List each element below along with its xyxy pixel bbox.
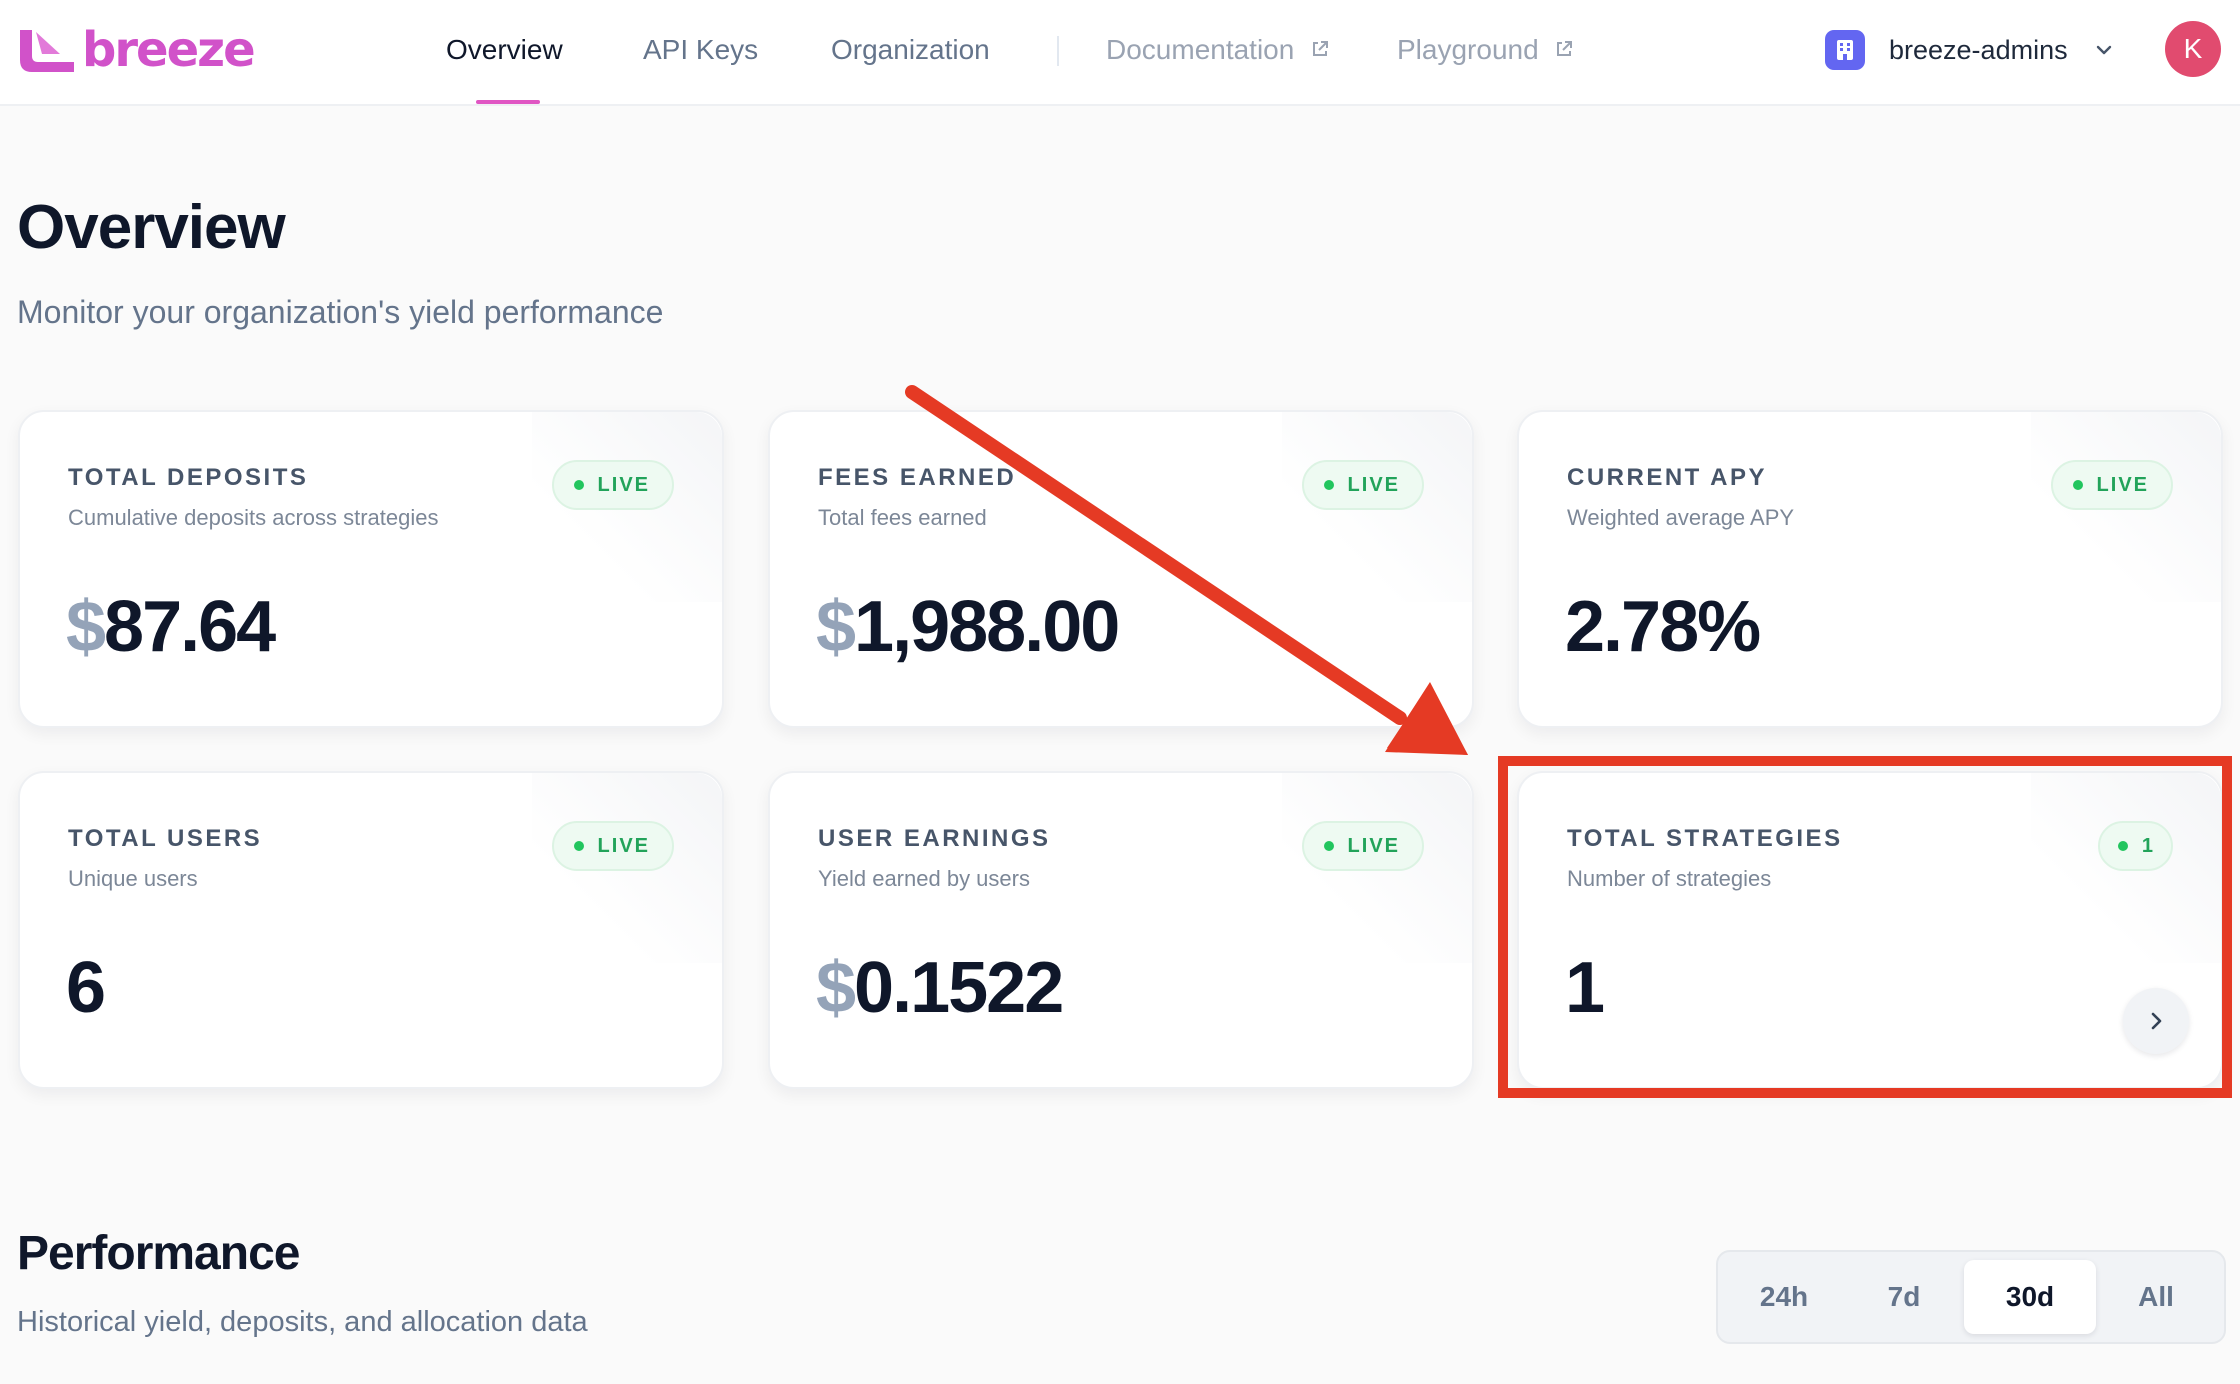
card-label: TOTAL USERS bbox=[68, 825, 263, 852]
nav-overview[interactable]: Overview bbox=[446, 34, 563, 65]
currency-symbol: $ bbox=[816, 587, 856, 667]
time-range-selector: 24h 7d 30d All bbox=[1716, 1250, 2226, 1344]
performance-title: Performance bbox=[17, 1227, 300, 1280]
stat-card-total-deposits: TOTAL DEPOSITS LIVE Cumulative deposits … bbox=[18, 410, 724, 728]
nav-documentation-label: Documentation bbox=[1106, 34, 1295, 65]
card-description: Yield earned by users bbox=[818, 866, 1030, 891]
page-title: Overview bbox=[17, 193, 286, 262]
card-label: USER EARNINGS bbox=[818, 825, 1051, 852]
breeze-logo-icon bbox=[20, 30, 74, 72]
currency-symbol: $ bbox=[816, 948, 856, 1028]
stat-card-current-apy: CURRENT APY LIVE Weighted average APY 2.… bbox=[1517, 410, 2223, 728]
live-dot-icon bbox=[1323, 480, 1334, 490]
card-label: TOTAL STRATEGIES bbox=[1567, 825, 1843, 852]
nav-playground-label: Playground bbox=[1397, 34, 1539, 65]
live-dot-icon bbox=[2072, 480, 2083, 490]
nav-organization[interactable]: Organization bbox=[831, 34, 990, 65]
badge-text: LIVE bbox=[597, 473, 650, 496]
building-icon[interactable] bbox=[1825, 30, 1865, 70]
card-value-number: 6 bbox=[66, 948, 106, 1028]
live-dot-icon bbox=[573, 480, 584, 490]
nav-playground[interactable]: Playground bbox=[1397, 28, 1574, 72]
building-glyph bbox=[1837, 40, 1853, 60]
stat-card-total-strategies[interactable]: TOTAL STRATEGIES 1 Number of strategies … bbox=[1517, 771, 2223, 1089]
card-value: $1,988.00 bbox=[816, 582, 1120, 672]
range-all-button[interactable]: All bbox=[2138, 1281, 2174, 1312]
top-navigation-bar: breeze Overview API Keys Organization Do… bbox=[0, 0, 2240, 106]
strategies-detail-button[interactable] bbox=[2123, 988, 2189, 1054]
card-value-number: 87.64 bbox=[104, 587, 276, 667]
card-description: Cumulative deposits across strategies bbox=[68, 505, 439, 530]
card-value-number: 1,988.00 bbox=[854, 587, 1120, 667]
card-value-number: 1 bbox=[1565, 948, 1605, 1028]
chevron-right-icon bbox=[2151, 1012, 2162, 1030]
card-description: Number of strategies bbox=[1567, 866, 1772, 891]
live-badge: LIVE bbox=[2050, 460, 2173, 510]
card-value-number: 2.78% bbox=[1565, 587, 1761, 667]
range-30d-button[interactable]: 30d bbox=[1964, 1260, 2096, 1334]
chevron-down-icon[interactable] bbox=[2094, 40, 2114, 60]
stat-card-total-users: TOTAL USERS LIVE Unique users 6 bbox=[18, 771, 724, 1089]
count-badge: 1 bbox=[2097, 821, 2173, 871]
nav-api-keys[interactable]: API Keys bbox=[643, 34, 759, 65]
badge-text: LIVE bbox=[2096, 473, 2149, 496]
card-value: $0.1522 bbox=[816, 943, 1064, 1033]
card-value: $87.64 bbox=[66, 582, 276, 672]
live-badge: LIVE bbox=[551, 460, 674, 510]
range-24h-button[interactable]: 24h bbox=[1759, 1281, 1809, 1312]
annotation-highlight-box bbox=[1498, 756, 2232, 1098]
badge-text: LIVE bbox=[1347, 473, 1400, 496]
badge-text: 1 bbox=[2141, 834, 2153, 857]
live-badge: LIVE bbox=[551, 821, 674, 871]
external-link-icon bbox=[1313, 40, 1329, 56]
user-avatar[interactable]: K bbox=[2165, 21, 2221, 77]
live-dot-icon bbox=[1323, 841, 1334, 851]
badge-text: LIVE bbox=[1347, 834, 1400, 857]
org-switcher-name[interactable]: breeze-admins bbox=[1889, 35, 2068, 65]
nav-active-indicator bbox=[476, 100, 540, 104]
live-dot-icon bbox=[573, 841, 584, 851]
live-badge: LIVE bbox=[1301, 821, 1424, 871]
external-link-icon bbox=[1557, 40, 1573, 56]
status-dot-icon bbox=[2117, 841, 2128, 851]
card-value-number: 0.1522 bbox=[854, 948, 1064, 1028]
card-description: Unique users bbox=[68, 866, 198, 891]
page-subtitle: Monitor your organization's yield perfor… bbox=[17, 294, 664, 330]
stat-card-fees-earned: FEES EARNED LIVE Total fees earned $1,98… bbox=[768, 410, 1474, 728]
stat-card-user-earnings: USER EARNINGS LIVE Yield earned by users… bbox=[768, 771, 1474, 1089]
card-description: Total fees earned bbox=[818, 505, 987, 530]
card-label: FEES EARNED bbox=[818, 464, 1017, 491]
currency-symbol: $ bbox=[66, 587, 106, 667]
badge-text: LIVE bbox=[597, 834, 650, 857]
nav-documentation[interactable]: Documentation bbox=[1106, 28, 1330, 72]
breeze-logo-text: breeze bbox=[82, 22, 256, 78]
breeze-logo[interactable]: breeze bbox=[18, 22, 256, 78]
card-value: 1 bbox=[1565, 943, 1605, 1033]
performance-subtitle: Historical yield, deposits, and allocati… bbox=[17, 1306, 588, 1338]
range-7d-button[interactable]: 7d bbox=[1887, 1281, 1921, 1312]
card-label: TOTAL DEPOSITS bbox=[68, 464, 309, 491]
card-value: 2.78% bbox=[1565, 582, 1761, 672]
card-label: CURRENT APY bbox=[1567, 464, 1767, 491]
card-value: 6 bbox=[66, 943, 106, 1033]
live-badge: LIVE bbox=[1301, 460, 1424, 510]
nav-divider bbox=[1057, 36, 1059, 66]
card-description: Weighted average APY bbox=[1567, 505, 1795, 530]
